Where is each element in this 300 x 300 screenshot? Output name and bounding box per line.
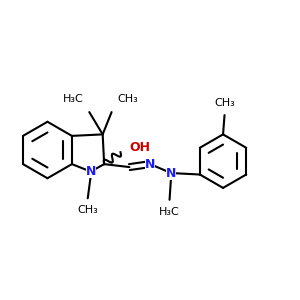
Text: N: N	[166, 167, 176, 179]
Text: CH₃: CH₃	[214, 98, 235, 108]
Text: OH: OH	[129, 141, 150, 154]
Text: H₃C: H₃C	[63, 94, 83, 104]
Text: CH₃: CH₃	[77, 205, 98, 215]
Text: N: N	[85, 165, 96, 178]
Text: H₃C: H₃C	[159, 207, 180, 217]
Text: CH₃: CH₃	[118, 94, 138, 104]
Text: N: N	[145, 158, 155, 171]
